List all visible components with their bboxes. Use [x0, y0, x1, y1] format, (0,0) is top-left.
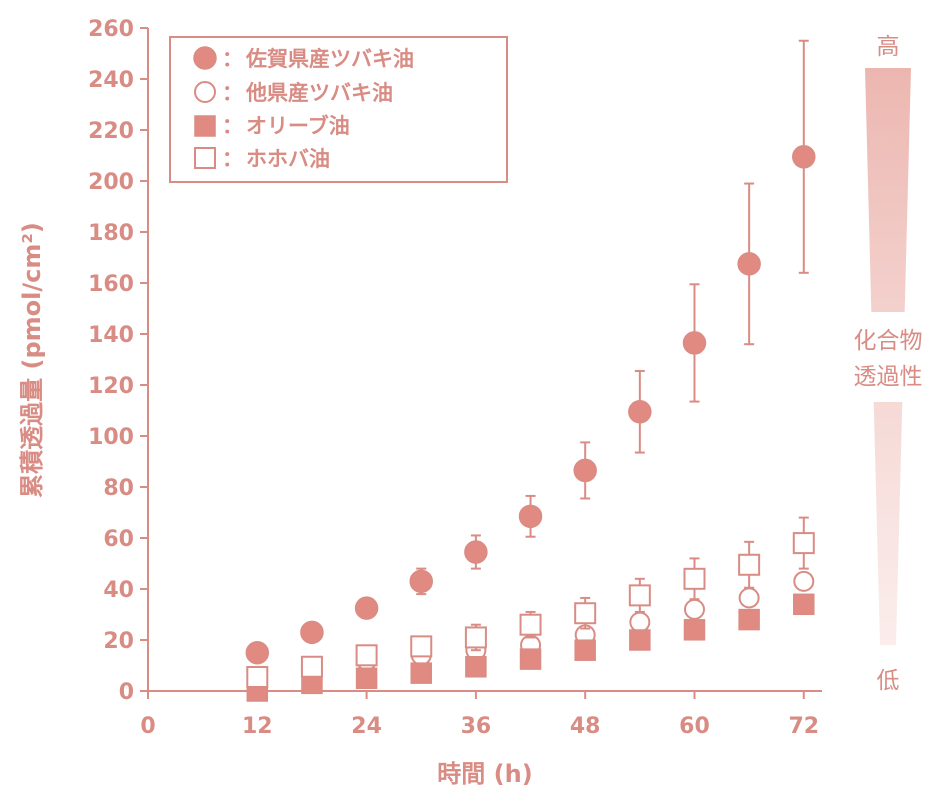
x-axis-title: 時間 (h) [437, 760, 532, 788]
data-point-saga-camellia [737, 252, 761, 276]
axes: 0 20 40 60 80 100 120 140 160 180 200 220 240 260 0 12… [88, 17, 822, 739]
data-point-olive [355, 667, 378, 689]
data-point-saga-camellia [518, 504, 543, 529]
legend-label-jojoba: ホホバ油 [246, 147, 330, 171]
data-point-jojoba [792, 532, 815, 555]
y-tick-label: 220 [88, 119, 134, 144]
legend-sep: ： [222, 47, 243, 71]
data-point-jojoba [355, 644, 378, 667]
data-point-olive [519, 648, 542, 670]
legend-label-saga-camellia: 佐賀県産ツバキ油 [245, 47, 414, 71]
data-point-saga-camellia [300, 620, 324, 645]
legend-box [169, 36, 508, 183]
x-tick-label: 60 [679, 714, 710, 739]
data-point-saga-camellia [409, 569, 433, 594]
data-point-olive [738, 608, 760, 631]
y-tick-label: 160 [88, 272, 134, 297]
scale-label-backdrop [836, 312, 940, 402]
scale-middle-label-line2: 透過性 [854, 364, 923, 390]
y-tick-label: 0 [119, 680, 134, 705]
x-tick-label: 36 [461, 714, 492, 739]
data-point-jojoba [464, 626, 487, 649]
data-point-saga-camellia [464, 540, 488, 564]
data-point-other-camellia [793, 570, 815, 592]
y-tick-label: 240 [88, 68, 134, 93]
data-point-olive [793, 593, 815, 616]
scale-bottom-label: 低 [877, 668, 900, 694]
x-tick-label: 48 [570, 714, 601, 739]
data-point-olive [465, 656, 487, 678]
legend-marker-saga-camellia [193, 46, 217, 70]
y-tick-label: 120 [88, 374, 134, 399]
data-point-saga-camellia [792, 145, 816, 169]
y-ticks: 0 20 40 60 80 100 120 140 160 180 200 220 240 260 [88, 17, 148, 705]
data-point-other-camellia [738, 587, 760, 609]
y-tick-label: 140 [88, 323, 134, 348]
y-tick-label: 20 [103, 629, 134, 654]
legend-marker-jojoba [194, 147, 216, 169]
data-point-saga-camellia [628, 400, 652, 424]
y-tick-label: 200 [88, 170, 134, 195]
data-point-jojoba [683, 567, 706, 590]
data-point-saga-camellia [354, 596, 379, 620]
data-marks [245, 39, 816, 702]
data-point-other-camellia [629, 611, 651, 633]
y-tick-label: 80 [103, 476, 134, 501]
data-point-jojoba [300, 655, 323, 678]
data-point-olive [683, 619, 706, 641]
data-point-jojoba [410, 635, 433, 658]
permeability-scale: 高 化合物 透過性 低 [836, 34, 940, 694]
data-point-other-camellia [683, 598, 705, 620]
data-point-jojoba [246, 665, 269, 688]
y-tick-label: 60 [103, 527, 134, 552]
legend: ： ： ： ： 佐賀県産ツバキ油 他県産ツバキ油 オリーブ油 ホホバ油 [169, 36, 508, 183]
data-point-saga-camellia [245, 641, 270, 665]
x-tick-label: 12 [242, 714, 273, 739]
x-tick-label: 24 [351, 714, 382, 739]
legend-label-olive: オリーブ油 [246, 114, 350, 138]
legend-sep: ： [222, 114, 243, 138]
x-tick-label: 0 [140, 714, 155, 739]
scale-top-label: 高 [877, 34, 900, 60]
data-point-olive [629, 629, 651, 651]
data-point-saga-camellia [682, 331, 707, 355]
legend-marker-olive [194, 115, 216, 137]
y-tick-label: 260 [88, 17, 134, 42]
y-axis-title: 累積透過量 (pmol/cm²) [18, 222, 46, 498]
scale-middle-label-line1: 化合物 [854, 328, 923, 354]
y-tick-label: 180 [88, 221, 134, 246]
data-point-jojoba [574, 602, 597, 625]
y-tick-label: 40 [103, 578, 134, 603]
x-tick-label: 72 [788, 714, 819, 739]
y-tick-label: 100 [88, 425, 134, 450]
legend-marker-other-camellia [194, 81, 216, 103]
data-point-saga-camellia [573, 458, 597, 483]
legend-sep: ： [222, 81, 243, 105]
data-point-jojoba [628, 584, 651, 607]
data-point-jojoba [519, 613, 542, 636]
data-point-olive [574, 639, 596, 661]
x-ticks: 0 12 24 36 48 60 72 [140, 691, 819, 739]
legend-label-other-camellia: 他県産ツバキ油 [245, 81, 393, 105]
data-point-olive [410, 662, 432, 684]
legend-sep: ： [222, 147, 243, 171]
data-point-jojoba [738, 553, 761, 576]
